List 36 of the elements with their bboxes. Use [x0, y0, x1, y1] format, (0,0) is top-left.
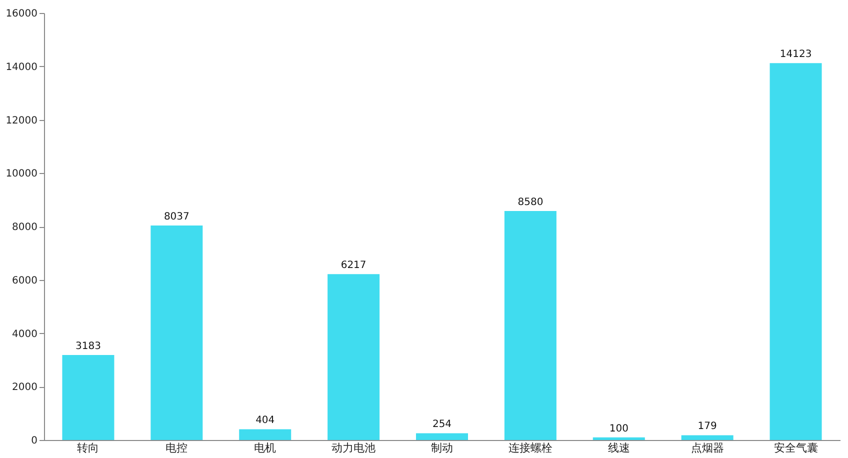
bar [328, 274, 380, 440]
x-tick-label: 电控 [166, 442, 188, 454]
y-tick-label: 8000 [12, 222, 38, 233]
data-label: 8580 [518, 197, 544, 208]
bar [416, 433, 468, 440]
y-tick-label: 4000 [12, 328, 38, 340]
bar [62, 355, 114, 440]
data-label: 179 [698, 421, 717, 432]
x-tick-label: 动力电池 [332, 442, 376, 454]
x-tick-label: 转向 [77, 442, 100, 454]
bar [504, 211, 556, 440]
bar [770, 63, 822, 440]
y-tick-label: 10000 [6, 168, 38, 180]
bar [681, 435, 734, 440]
data-label: 3183 [75, 341, 101, 352]
data-label: 6217 [340, 260, 366, 272]
data-label: 100 [609, 423, 628, 434]
y-tick-label: 12000 [6, 115, 38, 126]
y-tick-label: 0 [31, 436, 38, 446]
data-label: 254 [432, 419, 452, 430]
data-label: 8037 [164, 212, 190, 223]
x-tick-label: 线速 [608, 442, 630, 454]
bar [239, 429, 292, 440]
x-tick-label: 电机 [254, 442, 276, 454]
bar [592, 437, 645, 440]
data-label: 14123 [780, 49, 812, 60]
bar [150, 226, 203, 440]
x-tick-label: 点烟器 [690, 442, 724, 454]
x-tick-label: 连接螺栓 [508, 442, 552, 454]
data-label: 404 [256, 415, 275, 426]
x-tick-label: 制动 [431, 442, 453, 454]
y-tick-label: 6000 [12, 275, 38, 286]
x-tick-label: 安全气囊 [774, 442, 818, 454]
y-tick-label: 14000 [6, 62, 38, 73]
y-tick-label: 2000 [12, 382, 38, 394]
y-tick-label: 16000 [6, 8, 38, 20]
